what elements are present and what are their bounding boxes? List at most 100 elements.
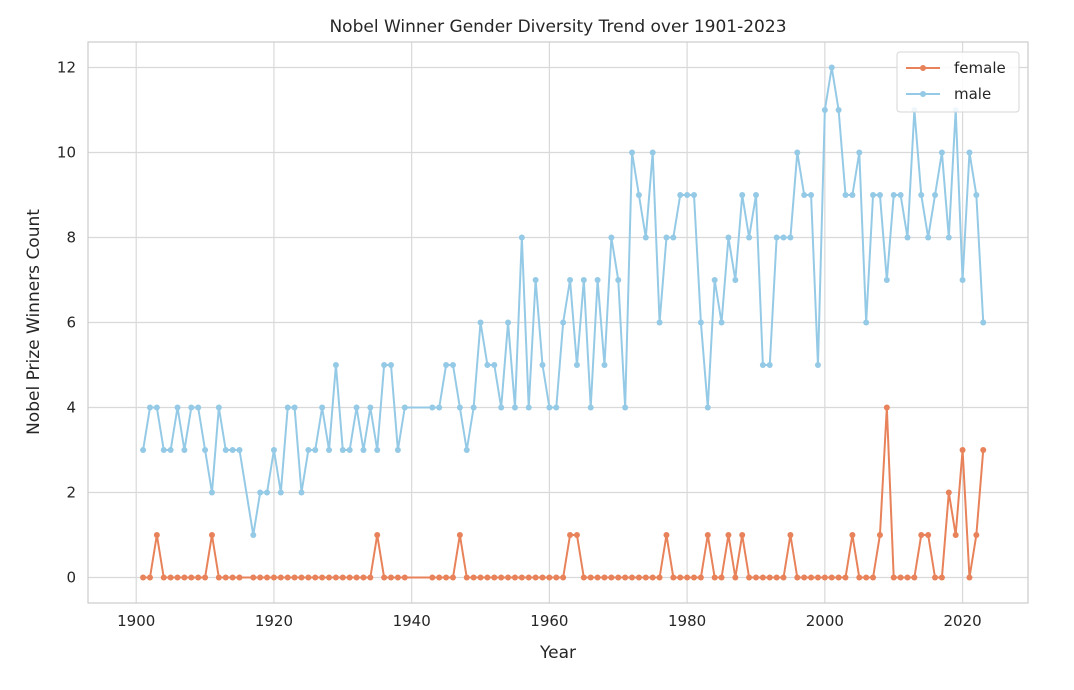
- data-point-female: [498, 574, 505, 581]
- data-point-male: [353, 404, 360, 411]
- data-point-female: [477, 574, 484, 581]
- data-point-male: [801, 192, 808, 198]
- data-point-female: [952, 532, 959, 538]
- data-point-male: [601, 362, 608, 368]
- data-point-male: [691, 192, 698, 198]
- data-point-female: [890, 574, 897, 581]
- data-point-female: [394, 574, 401, 581]
- data-point-female: [849, 532, 856, 538]
- data-point-male: [732, 277, 739, 283]
- data-point-male: [759, 362, 766, 368]
- y-tick-label: 2: [66, 484, 76, 502]
- legend-swatch-marker: [920, 91, 926, 97]
- data-point-female: [656, 574, 663, 581]
- data-point-female: [270, 574, 277, 581]
- data-point-male: [656, 319, 663, 326]
- data-point-female: [518, 574, 525, 581]
- legend-item-female: female: [906, 59, 1006, 77]
- data-point-female: [966, 574, 973, 581]
- y-axis-ticks: 0 2 4 6 8 10 12: [57, 59, 76, 587]
- data-point-female: [511, 574, 518, 581]
- data-point-male: [429, 404, 436, 411]
- data-point-male: [456, 404, 463, 411]
- data-point-male: [897, 192, 904, 198]
- data-point-female: [801, 574, 808, 581]
- data-point-female: [202, 574, 209, 581]
- data-point-female: [553, 574, 560, 581]
- data-point-female: [883, 404, 890, 411]
- data-point-male: [381, 362, 388, 368]
- data-point-female: [828, 574, 835, 581]
- data-point-male: [250, 532, 257, 538]
- data-point-female: [353, 574, 360, 581]
- data-point-male: [739, 192, 746, 198]
- data-point-male: [925, 234, 932, 241]
- data-point-male: [270, 447, 277, 453]
- data-point-female: [312, 574, 319, 581]
- data-point-female: [298, 574, 305, 581]
- data-point-male: [553, 404, 560, 411]
- data-point-female: [215, 574, 222, 581]
- data-point-female: [436, 574, 443, 581]
- data-point-male: [580, 277, 587, 283]
- data-point-female: [794, 574, 801, 581]
- data-point-female: [539, 574, 546, 581]
- data-point-male: [821, 107, 828, 113]
- data-point-female: [649, 574, 656, 581]
- data-point-male: [773, 234, 780, 241]
- data-point-male: [883, 277, 890, 283]
- data-point-female: [381, 574, 388, 581]
- data-point-female: [711, 574, 718, 581]
- data-point-female: [250, 574, 257, 581]
- data-point-female: [704, 532, 711, 538]
- data-point-female: [925, 532, 932, 538]
- data-point-female: [140, 574, 147, 581]
- data-point-male: [814, 362, 821, 368]
- data-point-male: [284, 404, 291, 411]
- data-point-male: [360, 447, 367, 453]
- data-point-male: [367, 404, 374, 411]
- data-point-female: [580, 574, 587, 581]
- data-point-male: [339, 447, 346, 453]
- data-point-female: [718, 574, 725, 581]
- data-point-female: [856, 574, 863, 581]
- data-point-female: [945, 489, 952, 496]
- data-point-female: [608, 574, 615, 581]
- data-point-male: [704, 404, 711, 411]
- data-point-female: [319, 574, 326, 581]
- data-point-female: [677, 574, 684, 581]
- data-point-male: [794, 149, 801, 156]
- data-point-male: [849, 192, 856, 198]
- data-point-male: [491, 362, 498, 368]
- data-point-female: [629, 574, 636, 581]
- data-point-male: [615, 277, 622, 283]
- data-point-male: [146, 404, 153, 411]
- data-point-male: [938, 149, 945, 156]
- data-point-male: [374, 447, 381, 453]
- data-point-male: [642, 234, 649, 241]
- data-point-male: [298, 489, 305, 496]
- data-point-male: [546, 404, 553, 411]
- data-point-female: [635, 574, 642, 581]
- data-point-female: [787, 532, 794, 538]
- data-point-female: [594, 574, 601, 581]
- data-point-female: [876, 532, 883, 538]
- data-point-female: [835, 574, 842, 581]
- data-point-female: [752, 574, 759, 581]
- data-point-male: [635, 192, 642, 198]
- data-point-male: [808, 192, 815, 198]
- data-point-female: [332, 574, 339, 581]
- data-point-female: [443, 574, 450, 581]
- data-point-female: [842, 574, 849, 581]
- data-point-female: [622, 574, 629, 581]
- data-point-male: [518, 234, 525, 241]
- data-point-female: [911, 574, 918, 581]
- data-point-male: [319, 404, 326, 411]
- data-point-female: [326, 574, 333, 581]
- x-tick-label: 1900: [117, 612, 155, 630]
- data-point-male: [463, 447, 470, 453]
- data-point-male: [305, 447, 312, 453]
- data-point-female: [932, 574, 939, 581]
- data-point-male: [388, 362, 394, 368]
